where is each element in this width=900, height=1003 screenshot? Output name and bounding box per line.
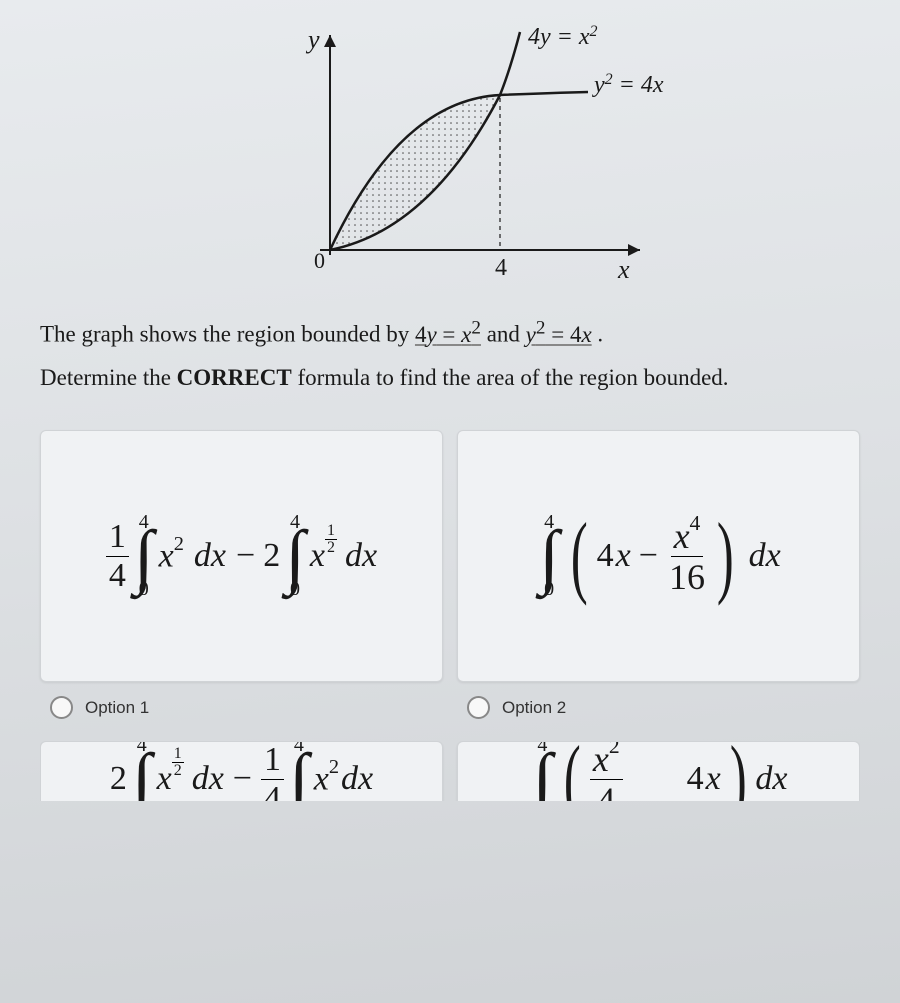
option-labels-row-1: Option 1 Option 2 [40,692,860,723]
opt2-int: 4 ∫ 0 [539,514,559,598]
opt1-int2: 4 ∫ 0 [285,514,305,598]
opt2-var: x [616,537,631,575]
q-line1-post: . [592,322,604,347]
q-line2-post: formula to find the area of the region b… [292,365,729,390]
q-line1-pre: The graph shows the region bounded by [40,322,415,347]
q-line1-mid: and [481,322,526,347]
opt1-frac1: 1 4 [106,518,129,595]
origin-label: 0 [314,248,325,273]
opt2-minus: − [639,537,658,575]
opt1-diff1: dx [194,537,226,575]
opt2-diff: dx [749,537,781,575]
opt1-minus: − [236,537,255,575]
opt1-int1: 4 ∫ 0 [134,514,154,598]
curve2-label: y2 = 4x [592,71,664,98]
graph-container: y 0 4 x 4y = x2 y2 = 4x [40,20,860,290]
option-2-card[interactable]: 4 ∫ 0 ( 4x − x4 16 ) dx [457,430,860,682]
opt1-coef2: 2 [263,537,280,575]
opt2-coef: 4 [597,537,614,575]
option-1-radio[interactable]: Option 1 [40,692,443,723]
question-page: y 0 4 x 4y = x2 y2 = 4x The graph shows … [0,0,900,1003]
curve1-label: 4y = x2 [528,23,598,50]
x-tick-4: 4 [495,255,507,281]
question-text: The graph shows the region bounded by 4y… [40,310,860,400]
opt2-frac: x4 16 [666,516,708,597]
q-line2-bold: CORRECT [177,365,292,390]
bounded-region-graph: y 0 4 x 4y = x2 y2 = 4x [210,20,690,290]
option-1-formula: 1 4 4 ∫ 0 x2 dx − 2 4 ∫ 0 [106,514,377,598]
q-line2-pre: Determine the [40,365,177,390]
option-2-radio[interactable]: Option 2 [457,692,860,723]
opt1-diff2: dx [345,537,377,575]
x-axis-label: x [617,255,630,284]
opt1-term1: x2 [159,537,184,575]
radio-icon [467,696,490,719]
radio-icon [50,696,73,719]
q-eq1: 4y = x2 [415,322,481,347]
options-row-1: 1 4 4 ∫ 0 x2 dx − 2 4 ∫ 0 [40,430,860,682]
option-4-card[interactable]: 4 ∫ 0 ( x2 4 4x ) dx [457,741,860,801]
option-1-label-text: Option 1 [85,698,149,718]
option-3-formula: 2 4 ∫ 0 x12 dx − 1 4 4 ∫ [110,741,373,801]
q-eq2: y2 = 4x [526,322,592,347]
opt1-term2: x12 [310,537,337,575]
y-axis-label: y [305,25,320,54]
options-row-2-cutoff: 2 4 ∫ 0 x12 dx − 1 4 4 ∫ [40,741,860,801]
option-4-formula: 4 ∫ 0 ( x2 4 4x ) dx [530,741,788,801]
option-3-card[interactable]: 2 4 ∫ 0 x12 dx − 1 4 4 ∫ [40,741,443,801]
option-2-label-text: Option 2 [502,698,566,718]
option-1-card[interactable]: 1 4 4 ∫ 0 x2 dx − 2 4 ∫ 0 [40,430,443,682]
option-2-formula: 4 ∫ 0 ( 4x − x4 16 ) dx [536,514,780,598]
